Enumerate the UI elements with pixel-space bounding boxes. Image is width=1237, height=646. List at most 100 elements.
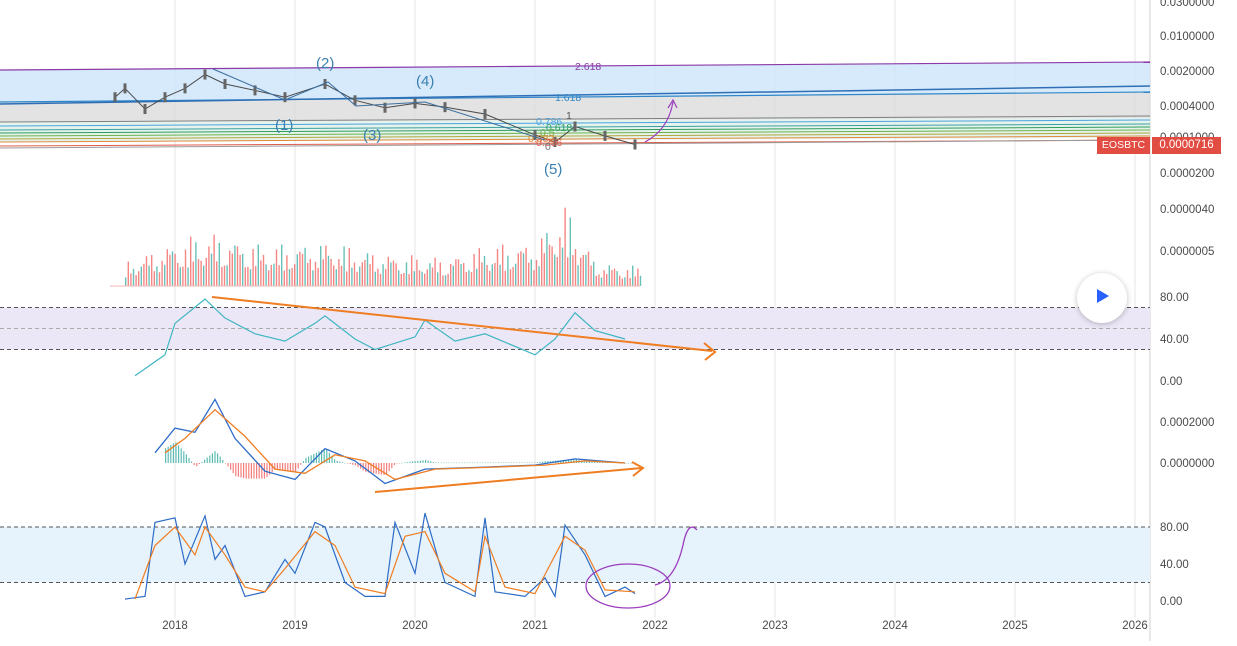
volume-bar bbox=[351, 267, 353, 286]
volume-bar bbox=[338, 259, 340, 286]
macd-histogram-bar bbox=[373, 463, 375, 474]
volume-bar bbox=[546, 233, 548, 286]
macd-histogram-bar bbox=[357, 463, 359, 467]
macd-histogram-bar bbox=[209, 455, 211, 463]
time-axis-tick: 2026 bbox=[1122, 620, 1148, 632]
volume-bar bbox=[489, 270, 491, 286]
price-axis-tick: 0.0004000 bbox=[1160, 101, 1214, 113]
macd-trend-arrowhead bbox=[631, 461, 645, 477]
macd-histogram-bar bbox=[271, 463, 273, 473]
macd-histogram-bar bbox=[391, 463, 393, 469]
volume-bar bbox=[226, 265, 228, 286]
volume-bar bbox=[400, 274, 402, 286]
macd-histogram-bar bbox=[430, 461, 432, 463]
macd-histogram-bar bbox=[183, 451, 185, 463]
macd-histogram-bar bbox=[227, 463, 229, 467]
volume-bar bbox=[390, 262, 392, 286]
macd-histogram-bar bbox=[245, 463, 247, 479]
macd-histogram-bar bbox=[445, 462, 447, 464]
volume-bar bbox=[639, 275, 642, 286]
volume-bar bbox=[429, 263, 431, 286]
volume-bar bbox=[327, 255, 330, 286]
volume-bar bbox=[463, 263, 465, 286]
volume-bar bbox=[216, 261, 218, 286]
volume-bar bbox=[455, 259, 457, 286]
macd-histogram-bar bbox=[282, 463, 284, 470]
volume-bar bbox=[473, 254, 475, 286]
macd-histogram-bar bbox=[542, 461, 544, 463]
macd-histogram-bar bbox=[339, 461, 341, 463]
volume-bar bbox=[509, 269, 512, 286]
macd-histogram-bar bbox=[406, 462, 408, 463]
volume-bar bbox=[138, 271, 140, 286]
volume-bar bbox=[483, 256, 486, 286]
volume-bar bbox=[379, 273, 382, 286]
price-candle bbox=[223, 79, 227, 90]
macd-histogram-bar bbox=[490, 462, 492, 463]
volume-bar bbox=[164, 264, 166, 286]
volume-bar bbox=[465, 272, 467, 286]
volume-bar bbox=[257, 244, 259, 286]
price-candle bbox=[573, 121, 577, 132]
macd-histogram-bar bbox=[482, 462, 484, 464]
fib-label-0236: 0.236 bbox=[536, 137, 562, 149]
volume-bar bbox=[629, 278, 631, 286]
macd-histogram-bar bbox=[302, 461, 304, 463]
play-icon bbox=[1093, 287, 1111, 310]
stoch-k-line bbox=[124, 512, 636, 600]
price-candle bbox=[383, 102, 387, 113]
macd-histogram-bar bbox=[453, 462, 455, 464]
volume-bar bbox=[442, 275, 444, 286]
volume-bar bbox=[585, 254, 587, 286]
macd-histogram-bar bbox=[367, 463, 369, 473]
volume-bar bbox=[169, 254, 171, 286]
play-button[interactable] bbox=[1077, 273, 1127, 323]
volume-bar bbox=[283, 270, 285, 286]
volume-bar bbox=[268, 270, 270, 286]
volume-bar bbox=[273, 263, 275, 286]
macd-histogram-bar bbox=[503, 462, 505, 463]
volume-bar bbox=[369, 264, 371, 286]
volume-bar bbox=[239, 254, 241, 286]
volume-bar bbox=[624, 277, 626, 286]
volume-bar bbox=[301, 253, 304, 286]
macd-histogram-bar bbox=[354, 463, 356, 466]
volume-bar bbox=[260, 260, 262, 286]
volume-bar bbox=[288, 269, 291, 286]
macd-histogram-bar bbox=[378, 463, 380, 475]
macd-histogram-bar bbox=[167, 446, 169, 463]
price-axis-tick: 0.0000040 bbox=[1160, 204, 1214, 216]
volume-bar bbox=[392, 260, 395, 286]
volume-bar bbox=[353, 262, 356, 286]
macd-histogram-bar bbox=[396, 463, 398, 464]
volume-bar bbox=[223, 265, 226, 286]
macd-line bbox=[154, 398, 626, 485]
wave-label: (2) bbox=[316, 55, 334, 72]
volume-bar bbox=[314, 261, 317, 286]
macd-histogram-bar bbox=[526, 462, 528, 463]
macd-histogram-bar bbox=[292, 463, 294, 472]
macd-histogram-bar bbox=[510, 462, 512, 463]
volume-bar bbox=[478, 248, 480, 286]
volume-bar bbox=[187, 267, 189, 286]
macd-histogram-bar bbox=[630, 463, 632, 464]
volume-bar bbox=[538, 266, 540, 286]
volume-bar bbox=[600, 277, 603, 286]
macd-histogram-bar bbox=[599, 462, 601, 463]
volume-bar bbox=[522, 253, 525, 286]
macd-histogram-bar bbox=[412, 461, 414, 463]
volume-bar bbox=[551, 246, 553, 286]
price-candle bbox=[353, 95, 357, 106]
volume-bar bbox=[512, 266, 514, 286]
volume-bar bbox=[153, 271, 155, 286]
price-candle bbox=[443, 102, 447, 113]
volume-bar bbox=[535, 259, 538, 286]
volume-bar bbox=[382, 264, 384, 286]
volume-bar bbox=[426, 269, 428, 286]
volume-bar bbox=[359, 266, 361, 286]
macd-histogram-bar bbox=[214, 451, 216, 463]
volume-bar bbox=[286, 255, 288, 286]
macd-histogram-bar bbox=[349, 463, 351, 465]
